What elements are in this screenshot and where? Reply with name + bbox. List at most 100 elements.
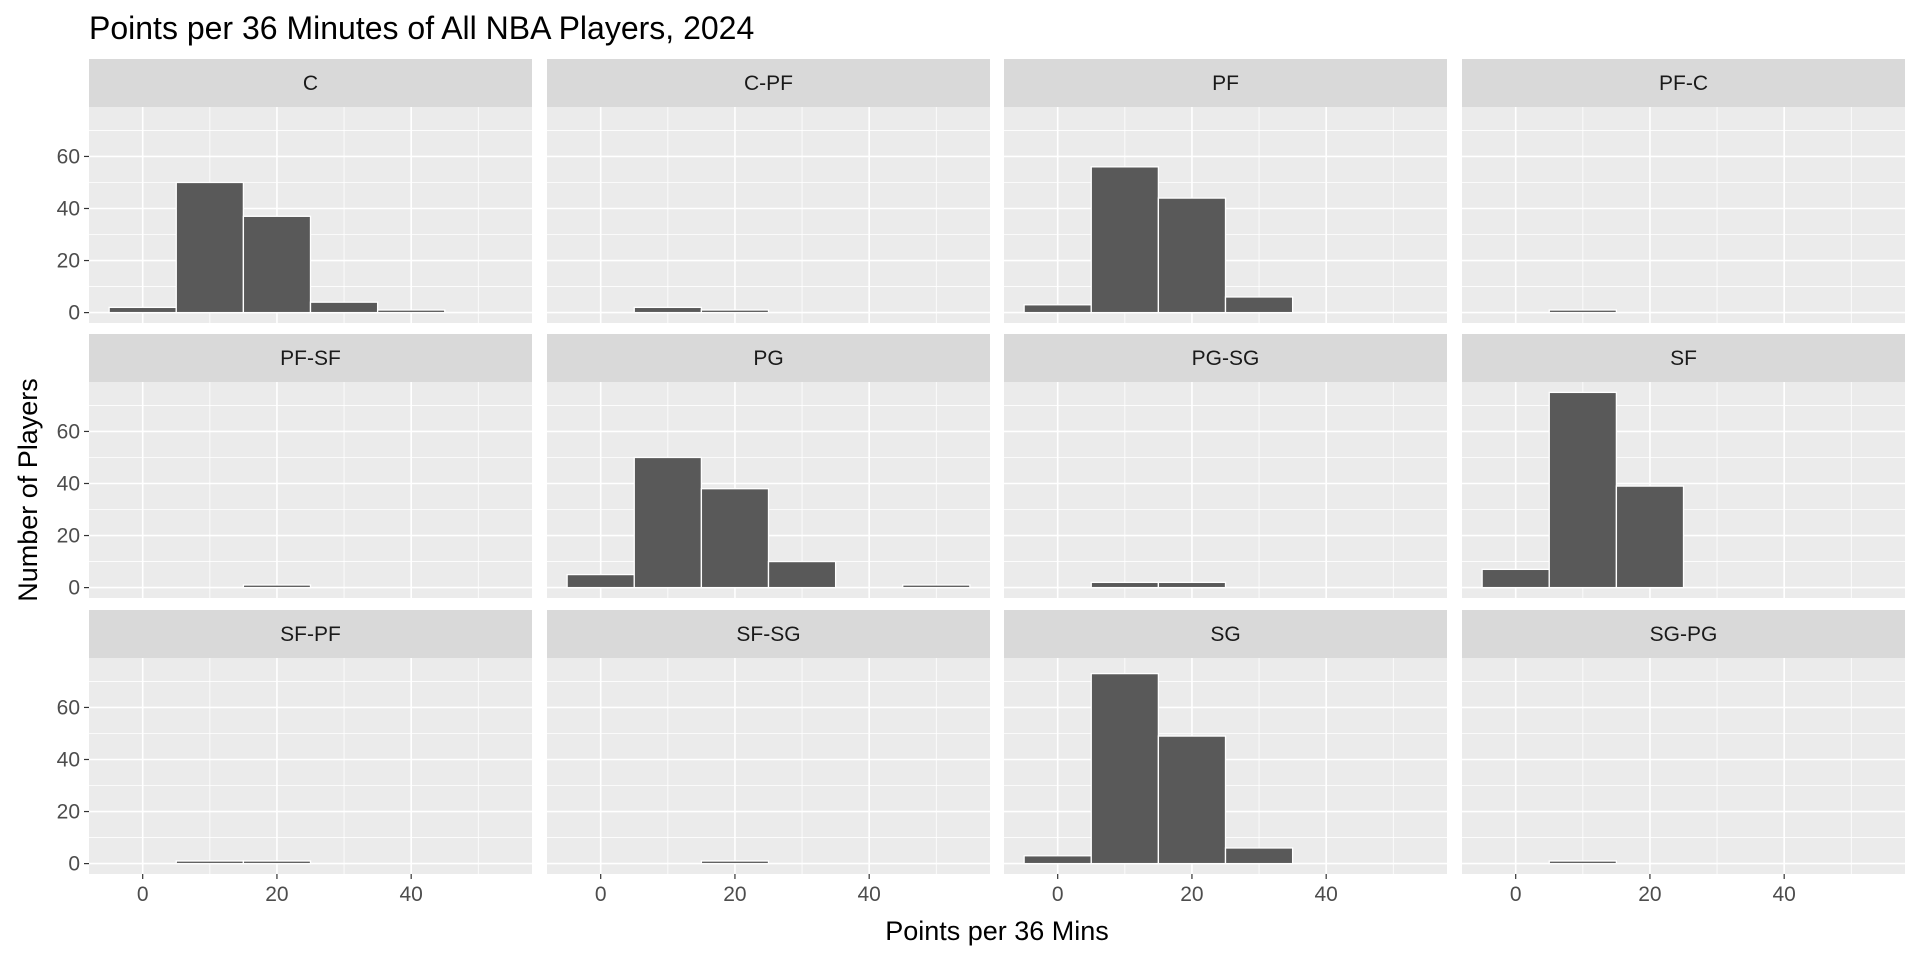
y-tick-label: 60 xyxy=(57,696,80,719)
histogram-bar xyxy=(1548,391,1618,589)
y-tick-label: 20 xyxy=(57,250,80,273)
histogram-bar xyxy=(633,306,703,314)
facet-strip xyxy=(1462,334,1905,382)
chart-title: Points per 36 Minutes of All NBA Players… xyxy=(89,10,754,46)
facet-sg-pg: SG-PG 0 20 40 xyxy=(1462,610,1905,906)
histogram-bar xyxy=(1157,735,1227,865)
x-tick-label: 0 xyxy=(1052,883,1064,906)
histogram-bar xyxy=(1090,166,1160,314)
facet-sg: SG 0 20 40 xyxy=(1004,610,1447,906)
histogram-bar xyxy=(376,309,446,314)
x-tick-label: 20 xyxy=(265,883,288,906)
x-tick-label: 20 xyxy=(1638,883,1661,906)
histogram-bar xyxy=(309,301,379,314)
x-tick-label: 40 xyxy=(858,883,881,906)
facet-strip xyxy=(89,334,532,382)
y-tick-label: 40 xyxy=(57,748,80,771)
facet-strip-label: SF-PF xyxy=(280,623,341,646)
histogram-bar xyxy=(767,560,837,589)
facet-pf: PF xyxy=(1004,59,1447,323)
panel-background xyxy=(547,107,990,323)
histogram-bar xyxy=(700,860,770,865)
histogram-bar xyxy=(1157,581,1227,589)
y-axis-title: Number of Players xyxy=(13,378,43,602)
histogram-bar xyxy=(700,309,770,314)
facet-strip-label: PG-SG xyxy=(1192,347,1260,370)
histogram-bar xyxy=(1224,847,1294,865)
histogram-bar xyxy=(175,181,245,314)
facet-strip xyxy=(1004,59,1447,107)
histogram-bar xyxy=(633,456,703,589)
panel-background xyxy=(1462,107,1905,323)
x-tick-label: 0 xyxy=(1510,883,1522,906)
y-tick-label: 60 xyxy=(57,420,80,443)
y-tick-label: 40 xyxy=(57,197,80,220)
facet-sf-pf: SF-PF 0 20 40 60 0 20 40 xyxy=(57,610,532,906)
histogram-bar xyxy=(108,306,177,314)
facet-strip xyxy=(547,610,990,658)
histogram-bar xyxy=(1023,855,1092,865)
facet-c-pf: C-PF xyxy=(547,59,990,323)
histogram-bar xyxy=(1548,309,1618,314)
facet-strip xyxy=(1462,610,1905,658)
panel-background xyxy=(89,382,532,598)
x-tick-label: 40 xyxy=(1315,883,1338,906)
x-tick-label: 20 xyxy=(723,883,746,906)
x-tick-label: 40 xyxy=(400,883,423,906)
x-tick-label: 0 xyxy=(137,883,149,906)
y-tick-label: 20 xyxy=(57,525,80,548)
x-axis-title: Points per 36 Mins xyxy=(885,916,1109,946)
panel-background xyxy=(1462,658,1905,874)
facet-strip xyxy=(547,59,990,107)
facet-pf-sf: PF-SF 0 20 40 60 xyxy=(57,334,532,600)
facet-strip-label: SG-PG xyxy=(1650,623,1718,646)
facet-strip-label: SG xyxy=(1210,623,1240,646)
facet-c: C 0 20 40 60 xyxy=(57,59,532,325)
histogram-bar xyxy=(242,860,312,865)
histogram-bar xyxy=(1157,197,1227,314)
y-tick-label: 0 xyxy=(68,302,80,325)
histogram-bar xyxy=(1023,304,1092,314)
facet-strip-label: SF xyxy=(1670,347,1697,370)
y-tick-label: 20 xyxy=(57,801,80,824)
histogram-bar xyxy=(1615,485,1685,589)
facet-pg: PG xyxy=(547,334,990,598)
facet-strip xyxy=(1004,610,1447,658)
histogram-bar xyxy=(242,584,312,589)
facet-strip xyxy=(1462,59,1905,107)
x-tick-label: 0 xyxy=(595,883,607,906)
histogram-bar xyxy=(1548,860,1618,865)
facet-strip xyxy=(89,59,532,107)
histogram-bar xyxy=(566,573,635,589)
facet-pf-c: PF-C xyxy=(1462,59,1905,323)
facet-strip-label: PG xyxy=(753,347,783,370)
facet-strip-label: C-PF xyxy=(744,72,793,95)
facet-strip-label: PF-SF xyxy=(280,347,341,370)
y-tick-label: 40 xyxy=(57,472,80,495)
histogram-bar xyxy=(175,860,245,865)
facet-strip-label: PF-C xyxy=(1659,72,1708,95)
histogram-bar xyxy=(1090,581,1160,589)
x-tick-label: 40 xyxy=(1773,883,1796,906)
facet-sf: SF xyxy=(1462,334,1905,598)
facet-strip-label: C xyxy=(303,72,318,95)
facet-panels: C 0 20 40 60 C-PF PF PF-C PF-SF 0 20 40 60 PG PG-SG SF S… xyxy=(57,59,1905,906)
facet-strip xyxy=(89,610,532,658)
y-tick-label: 0 xyxy=(68,853,80,876)
histogram-bar xyxy=(1224,296,1294,314)
panel-background xyxy=(547,658,990,874)
facet-pg-sg: PG-SG xyxy=(1004,334,1447,598)
x-tick-label: 20 xyxy=(1180,883,1203,906)
histogram-bar xyxy=(242,215,312,314)
facet-strip-label: SF-SG xyxy=(736,623,800,646)
histogram-bar xyxy=(700,488,770,589)
panel-background xyxy=(89,658,532,874)
facet-strip-label: PF xyxy=(1212,72,1239,95)
histogram-bar xyxy=(1481,568,1550,589)
histogram-bar xyxy=(902,584,971,589)
histogram-bar xyxy=(1090,672,1160,865)
facet-strip xyxy=(1004,334,1447,382)
facet-sf-sg: SF-SG 0 20 40 xyxy=(547,610,990,906)
y-tick-label: 0 xyxy=(68,577,80,600)
